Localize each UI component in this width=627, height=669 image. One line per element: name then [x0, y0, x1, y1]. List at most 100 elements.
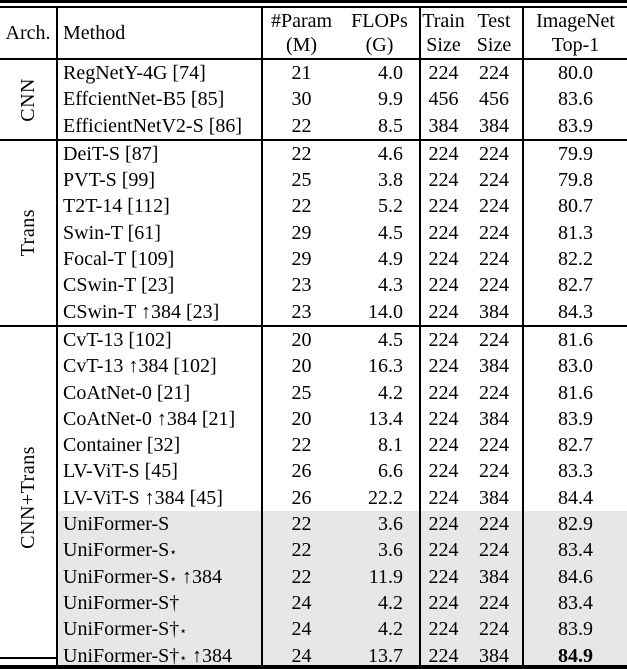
imagenet-top1-value: 84.4 — [558, 486, 593, 509]
param-value: 25 — [291, 169, 312, 192]
flops-value: 13.7 — [340, 642, 421, 669]
table-row: CNN RegNetY-4G [74] 21 4.0 224 224 80.0 — [0, 57, 627, 140]
flops-value: 4.6 — [340, 138, 421, 168]
table-row: CoAtNet-0 ↑384 [21] 20 13.4 224 384 83.9 — [0, 405, 627, 433]
train-size-value: 224 — [428, 355, 459, 378]
method-cell: EffcientNet-B5 [85] — [57, 86, 263, 113]
param-value: 24 — [262, 642, 340, 669]
test-size-value: 224 — [466, 458, 524, 485]
train-size-value: 224 — [428, 300, 459, 323]
imagenet-top1-value: 83.9 — [558, 114, 593, 137]
method-cell: CSwin-T [23] — [57, 272, 263, 299]
method-cell: PVT-S [99] — [57, 167, 263, 194]
test-size-value: 384 — [466, 353, 524, 380]
header-imagenet-line1: ImageNet — [536, 10, 615, 32]
flops-value: 14.0 — [340, 298, 421, 326]
param-value: 20 — [291, 407, 312, 430]
imagenet-top1-value: 83.3 — [558, 460, 593, 483]
table-header: Arch. Method #Param (M) FLOPs (G) Train … — [0, 8, 627, 60]
train-size-value: 224 — [420, 537, 466, 564]
table-row: CoAtNet-0 [21] 25 4.2 224 224 81.6 — [0, 379, 627, 406]
param-value: 22 — [262, 511, 340, 538]
test-size-value: 384 — [466, 563, 524, 590]
method-cell: CvT-13 [102] — [57, 324, 263, 354]
imagenet-top1-value: 83.0 — [558, 355, 593, 378]
table-row: UniFormer-S† 24 4.2 224 224 83.4 — [0, 589, 627, 617]
table-top-rule-outer — [0, 0, 627, 3]
imagenet-top1-value: 80.0 — [523, 57, 627, 87]
train-size-value: 224 — [428, 486, 459, 509]
test-size-value: 384 — [466, 298, 524, 326]
test-size-value: 224 — [466, 272, 524, 299]
param-value: 24 — [262, 589, 340, 617]
star-superscript: ⋆ — [169, 571, 178, 586]
flops-value: 4.2 — [340, 379, 421, 406]
method-cell: UniFormer-S — [57, 511, 263, 538]
table-body: CNN RegNetY-4G [74] 21 4.0 224 224 80.0 Effcien… — [0, 57, 627, 669]
test-size-value: 224 — [466, 167, 524, 194]
flops-value: 3.6 — [340, 537, 421, 564]
method-cell: UniFormer-S⋆ ↑384 — [57, 563, 263, 590]
table-row: Container [32] 22 8.1 224 224 82.7 — [0, 432, 627, 459]
table-row: CNN+Trans CvT-13 [102] 20 4.5 224 224 81.6 — [0, 324, 627, 669]
header-row: Arch. Method #Param (M) FLOPs (G) Train … — [0, 8, 627, 60]
param-value: 26 — [291, 486, 312, 509]
header-imagenet-line2: Top-1 — [551, 34, 600, 56]
param-value: 20 — [262, 324, 340, 354]
header-imagenet-top1: ImageNet Top-1 — [523, 8, 627, 60]
param-value: 24 — [262, 616, 340, 643]
method-cell: EfficientNetV2-S [86] — [57, 112, 263, 140]
arch-group-cell: CNN — [0, 58, 58, 140]
train-size-value: 224 — [428, 221, 459, 244]
header-test-line2: Size — [476, 34, 512, 56]
header-method-label: Method — [63, 22, 126, 44]
imagenet-top1-value: 83.9 — [523, 616, 627, 643]
flops-value: 11.9 — [340, 563, 421, 590]
train-size-value: 224 — [428, 407, 459, 430]
table-top-rule-inner — [0, 6, 627, 8]
header-test-line1: Test — [477, 10, 511, 32]
param-value: 20 — [291, 355, 312, 378]
flops-value: 3.6 — [340, 511, 421, 538]
param-value: 22 — [291, 434, 312, 457]
method-cell: CvT-13 ↑384 [102] — [57, 353, 263, 380]
test-size-value: 224 — [466, 219, 524, 247]
imagenet-top1-value: 82.2 — [558, 248, 593, 271]
method-cell: RegNetY-4G [74] — [57, 57, 263, 87]
header-arch-label: Arch. — [5, 22, 51, 44]
param-value: 22 — [262, 138, 340, 168]
test-size-value: 224 — [466, 616, 524, 643]
header-param-line1: #Param — [270, 10, 333, 32]
param-value: 22 — [291, 195, 312, 218]
method-cell: LV-ViT-S ↑384 [45] — [57, 484, 263, 512]
test-size-value: 224 — [466, 138, 524, 168]
train-size-value: 224 — [420, 57, 466, 87]
flops-value: 4.3 — [340, 272, 421, 299]
header-test-size: Test Size — [466, 8, 524, 60]
test-size-value: 224 — [466, 57, 524, 87]
method-cell: Focal-T [109] — [57, 246, 263, 273]
arch-group-label: CNN — [17, 77, 39, 122]
method-cell: T2T-14 [112] — [57, 193, 263, 220]
table-row: LV-ViT-S [45] 26 6.6 224 224 83.3 — [0, 458, 627, 485]
flops-value: 4.5 — [340, 219, 421, 247]
header-train-line1: Train — [422, 10, 465, 32]
train-size-value: 224 — [428, 274, 459, 297]
arch-column-bottom-rule — [0, 657, 57, 659]
imagenet-results-table: Arch. Method #Param (M) FLOPs (G) Train … — [0, 8, 627, 669]
param-value: 29 — [291, 221, 312, 244]
param-value: 23 — [291, 300, 312, 323]
flops-value: 4.5 — [340, 324, 421, 354]
imagenet-top1-value: 82.9 — [523, 511, 627, 538]
header-arch: Arch. — [0, 8, 58, 60]
table-top-rule-gap — [0, 3, 627, 6]
test-size-value: 224 — [466, 246, 524, 273]
imagenet-top1-value: 84.9 — [523, 642, 627, 669]
table-bottom-rule — [0, 665, 627, 669]
table-row: LV-ViT-S ↑384 [45] 26 22.2 224 384 84.4 — [0, 484, 627, 512]
imagenet-top1-value: 83.4 — [523, 589, 627, 617]
flops-value: 4.0 — [340, 57, 421, 87]
test-size-value: 384 — [466, 484, 524, 512]
flops-value: 16.3 — [340, 353, 421, 380]
table-row: UniFormer-S⋆ 22 3.6 224 224 83.4 — [0, 537, 627, 564]
